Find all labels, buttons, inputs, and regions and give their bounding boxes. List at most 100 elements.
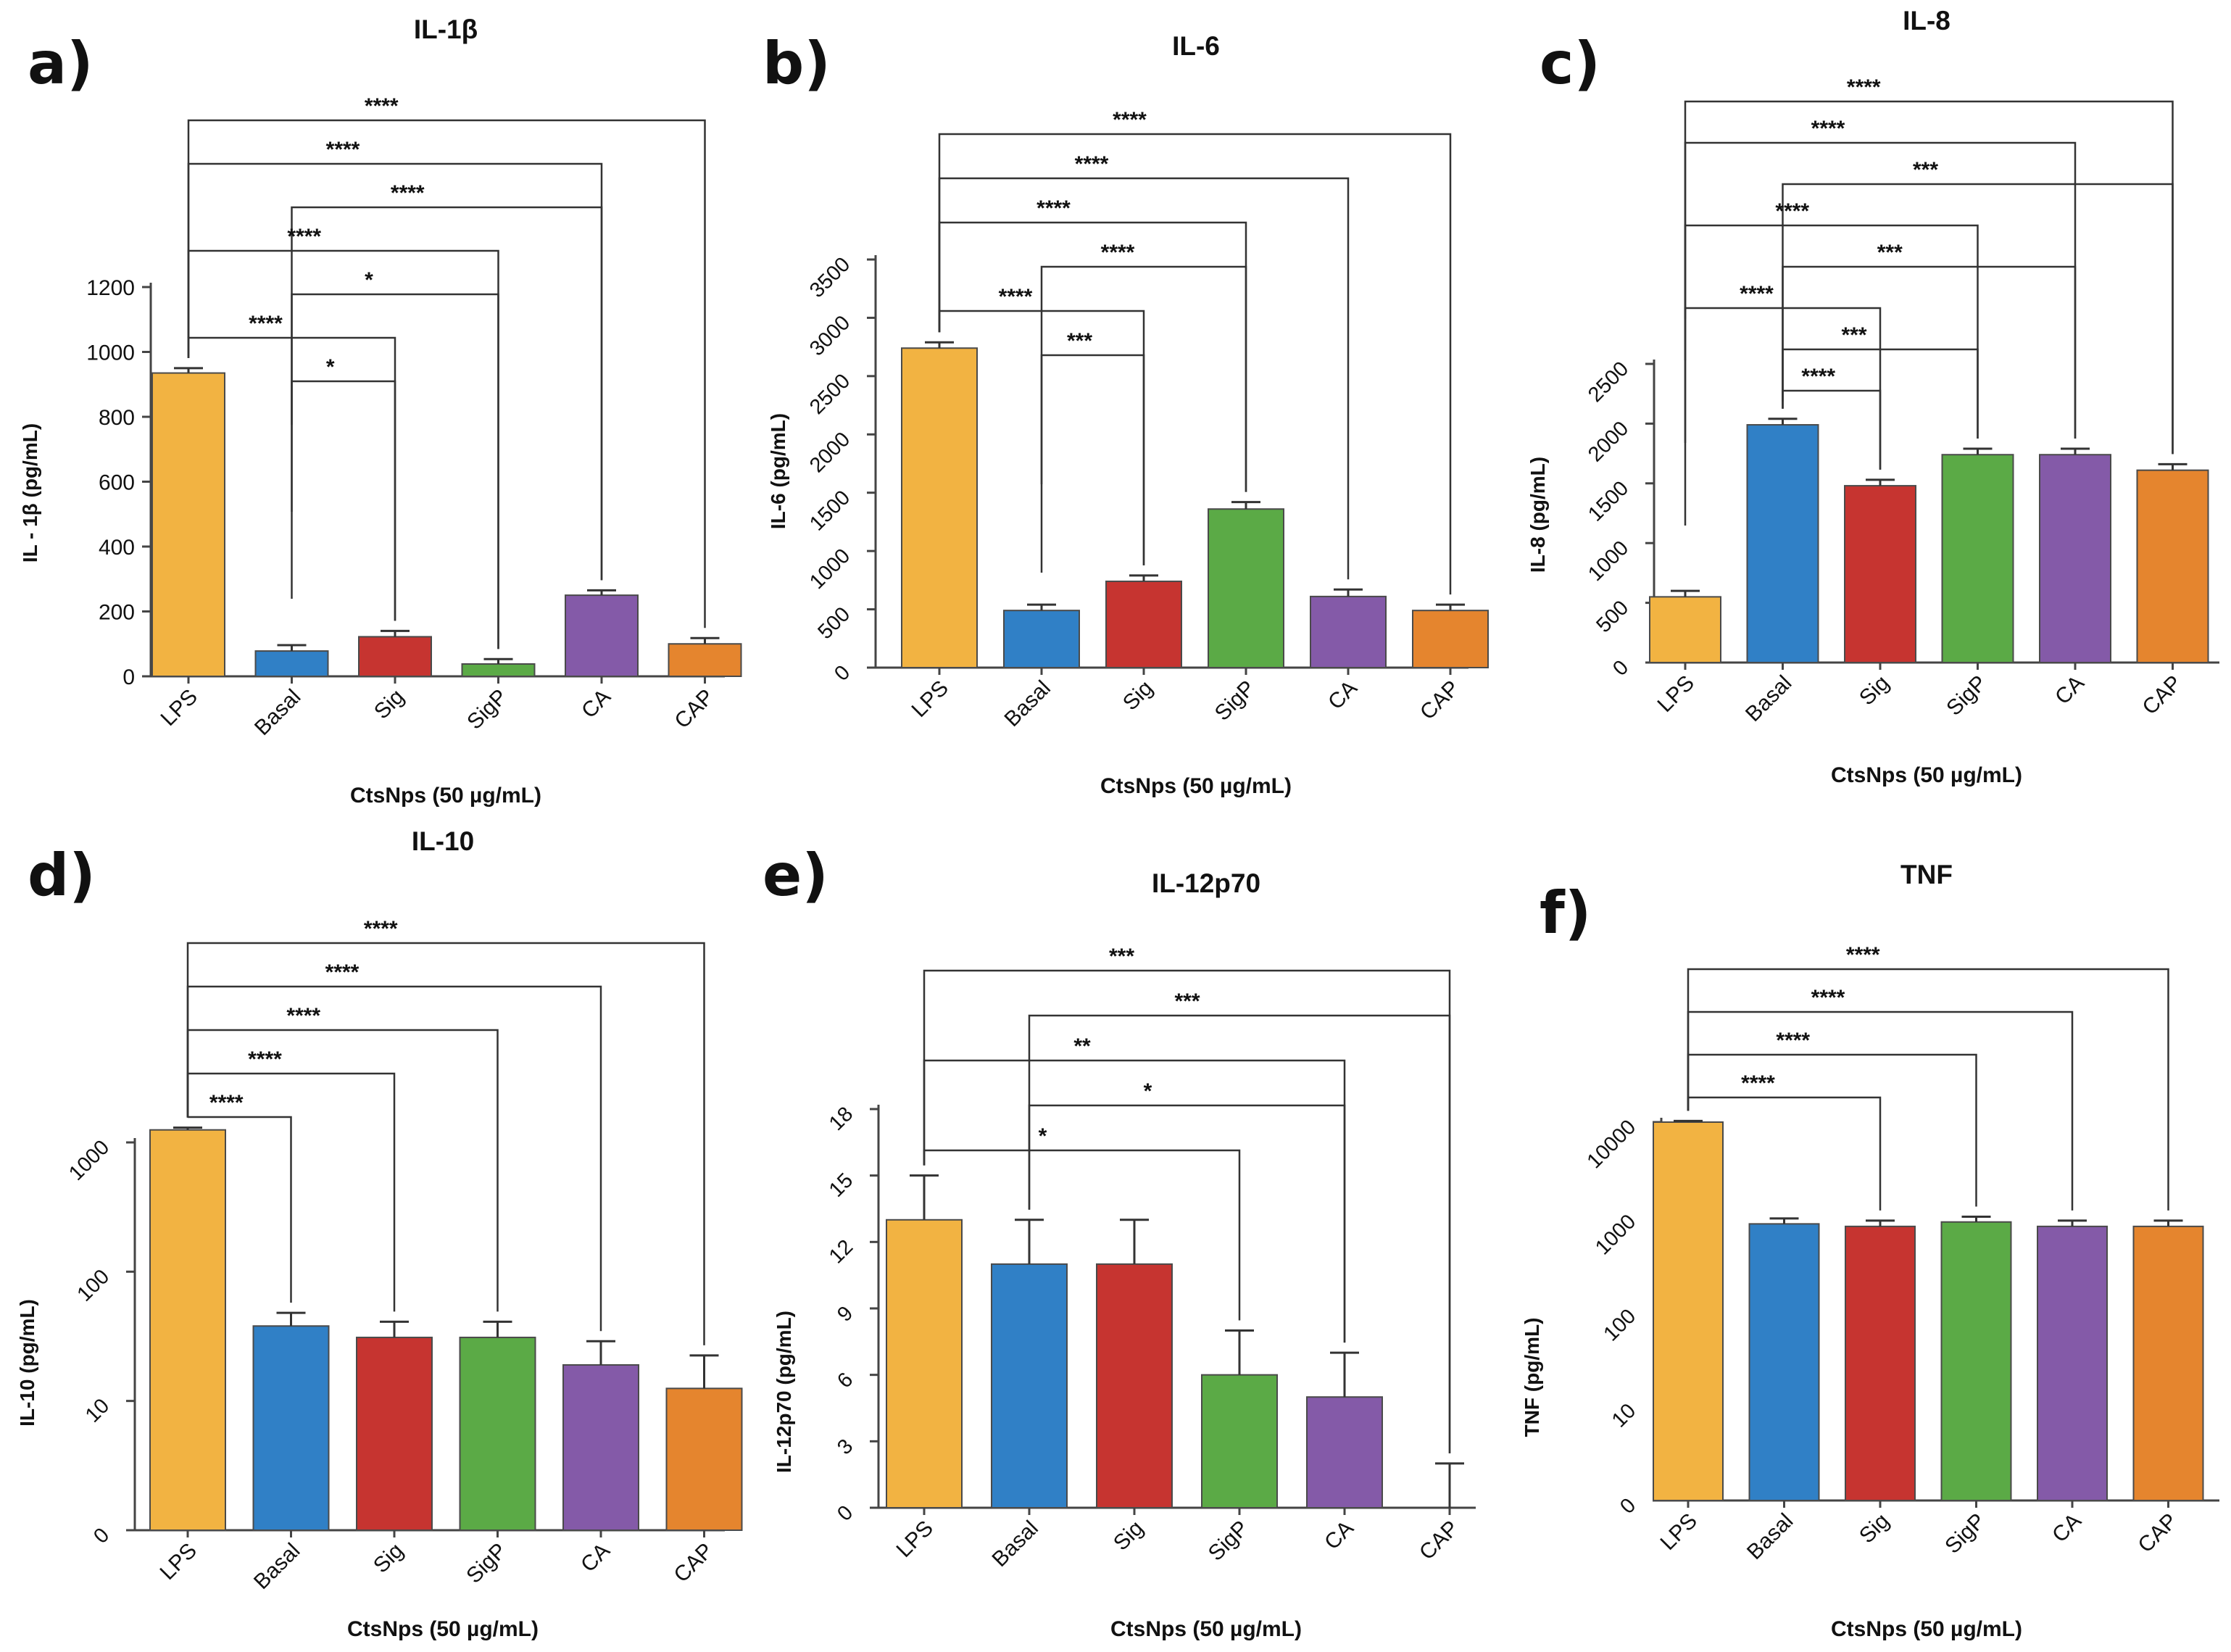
bar-sig bbox=[358, 636, 432, 678]
x-tick-label: SigP bbox=[1942, 671, 1991, 721]
x-tick-label: SigP bbox=[462, 1539, 511, 1588]
y-tick-label: 3 bbox=[833, 1435, 857, 1459]
significance-label: **** bbox=[365, 94, 399, 118]
panel-e: e) IL-12p70 0 3 6 9 12 15 18 LPS Basal Sig SigP CA C… bbox=[744, 826, 1487, 1652]
x-tick-label: CA bbox=[1320, 1516, 1358, 1555]
significance-bracket bbox=[1684, 100, 2174, 454]
y-tick-label: 2500 bbox=[805, 370, 855, 419]
bar-ca bbox=[2039, 454, 2111, 663]
x-tick-label: LPS bbox=[157, 685, 202, 731]
x-tick-label: Sig bbox=[1109, 1516, 1148, 1556]
y-tick-label: 0 bbox=[89, 1524, 114, 1548]
bar-sig bbox=[356, 1337, 433, 1532]
y-axis-label: IL-6 (pg/mL) bbox=[767, 412, 789, 530]
x-tick-label: LPS bbox=[156, 1539, 202, 1585]
bar-basal bbox=[252, 1325, 330, 1531]
y-tick-label: 18 bbox=[825, 1103, 857, 1135]
y-tick-label: 1500 bbox=[1584, 477, 1633, 526]
significance-label: **** bbox=[249, 312, 283, 336]
bar-lps bbox=[1653, 1121, 1724, 1501]
significance-label: * bbox=[1144, 1079, 1152, 1103]
significance-bracket bbox=[1028, 1104, 1346, 1343]
significance-bracket bbox=[186, 1116, 292, 1303]
significance-label: **** bbox=[1075, 152, 1109, 176]
significance-bracket bbox=[1684, 307, 1882, 526]
panel-a: a) IL-1β 0 200 400 600 800 1000 1200 LPS Basal Si… bbox=[0, 0, 744, 826]
y-axis-label: IL-10 (pg/mL) bbox=[16, 1299, 38, 1427]
panel-label: a) bbox=[28, 30, 94, 97]
panel-label: c) bbox=[1540, 30, 1600, 97]
significance-label: **** bbox=[1846, 943, 1880, 967]
y-tick-label: 10000 bbox=[1583, 1116, 1641, 1174]
x-tick-label: SigP bbox=[462, 685, 512, 734]
significance-bracket bbox=[1782, 389, 1882, 470]
bar-cap bbox=[1412, 610, 1489, 668]
chart-title: IL-10 bbox=[411, 826, 475, 856]
x-tick-label: CA bbox=[2051, 671, 2089, 710]
y-tick-label: 100 bbox=[1599, 1305, 1640, 1346]
bar-sigp bbox=[1201, 1374, 1278, 1509]
bar-basal bbox=[1746, 424, 1819, 663]
significance-label: **** bbox=[999, 285, 1033, 309]
bar-lps bbox=[149, 1129, 226, 1531]
y-axis-label: IL-12p70 (pg/mL) bbox=[773, 1310, 795, 1474]
x-axis-label: CtsNps (50 µg/mL) bbox=[350, 784, 541, 808]
bar-sig bbox=[1105, 580, 1182, 668]
significance-label: **** bbox=[326, 138, 360, 162]
y-axis-label: TNF (pg/mL) bbox=[1521, 1317, 1543, 1437]
y-tick-label: 800 bbox=[99, 406, 135, 430]
x-tick-label: CA bbox=[576, 1539, 615, 1577]
y-tick-label: 500 bbox=[1592, 596, 1633, 637]
bar-sigp bbox=[1941, 454, 2014, 663]
x-axis-label: CtsNps (50 µg/mL) bbox=[1831, 763, 2022, 787]
significance-bracket bbox=[1782, 265, 2077, 439]
x-tick-label: LPS bbox=[1656, 1509, 1702, 1555]
significance-bracket bbox=[186, 942, 705, 1345]
significance-bracket bbox=[938, 133, 1452, 595]
panel-label: e) bbox=[763, 842, 828, 909]
bar-lps bbox=[886, 1219, 963, 1508]
x-tick-label: CAP bbox=[1416, 676, 1464, 725]
y-tick-label: 600 bbox=[99, 471, 135, 495]
bar-basal bbox=[1003, 610, 1080, 668]
x-tick-label: CA bbox=[1324, 676, 1362, 715]
y-tick-label: 0 bbox=[833, 1501, 857, 1526]
bar-cap bbox=[668, 643, 742, 677]
significance-label: *** bbox=[1841, 323, 1866, 347]
y-tick-label: 10 bbox=[81, 1394, 114, 1427]
x-tick-label: Basal bbox=[988, 1516, 1043, 1572]
x-tick-label: CAP bbox=[2137, 671, 2186, 720]
y-tick-label: 9 bbox=[833, 1302, 857, 1327]
significance-bracket bbox=[1687, 1096, 1882, 1211]
y-tick-label: 500 bbox=[813, 602, 855, 644]
x-tick-label: Sig bbox=[369, 1539, 408, 1578]
y-tick-label: 400 bbox=[99, 536, 135, 560]
bar-basal bbox=[1748, 1223, 1820, 1501]
bar-ca bbox=[2037, 1225, 2108, 1502]
bar-sig bbox=[1844, 485, 1916, 664]
y-tick-label: 6 bbox=[833, 1368, 857, 1392]
x-tick-label: CAP bbox=[670, 685, 718, 734]
bar-ca bbox=[1306, 1396, 1383, 1508]
y-tick-label: 1500 bbox=[805, 486, 855, 536]
significance-bracket bbox=[291, 380, 396, 621]
bar-cap bbox=[2136, 469, 2209, 663]
bar-ca bbox=[565, 594, 639, 677]
significance-bracket bbox=[187, 119, 706, 628]
significance-label: *** bbox=[1067, 329, 1092, 353]
x-tick-label: Basal bbox=[1000, 676, 1055, 731]
x-axis-label: CtsNps (50 µg/mL) bbox=[1831, 1617, 2022, 1641]
bar-cap bbox=[2132, 1225, 2204, 1502]
significance-label: **** bbox=[1776, 1029, 1810, 1053]
significance-label: * bbox=[365, 268, 373, 292]
y-tick-label: 0 bbox=[830, 661, 855, 686]
significance-label: *** bbox=[1913, 158, 1938, 182]
y-tick-label: 1000 bbox=[1591, 1210, 1640, 1259]
y-tick-label: 1000 bbox=[805, 544, 855, 594]
x-tick-label: Sig bbox=[1118, 676, 1158, 715]
panel-d: d) IL-10 0 10 100 1000 LPS Basal Sig SigP CA CAP *… bbox=[0, 826, 744, 1652]
significance-label: * bbox=[326, 355, 335, 379]
y-axis-label: IL-8 (pg/mL) bbox=[1526, 456, 1549, 573]
significance-label: **** bbox=[1036, 196, 1071, 220]
